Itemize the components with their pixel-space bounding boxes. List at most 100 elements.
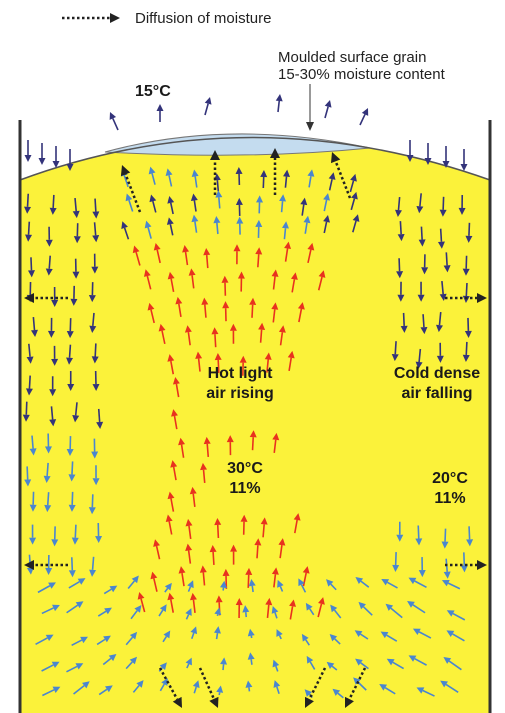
air-arrow (68, 344, 72, 358)
air-arrow (445, 252, 448, 266)
arrow-head (460, 164, 468, 171)
arrow-head (240, 514, 248, 522)
air-arrow (418, 631, 432, 639)
air-arrow (418, 348, 422, 363)
arrow-head (38, 158, 46, 165)
arrow-head (189, 486, 197, 495)
arrow-head (89, 569, 97, 577)
arrow-head (276, 629, 283, 637)
arrow-head (287, 350, 295, 359)
air-arrow (452, 633, 465, 642)
arrow-head (24, 206, 32, 214)
arrow-head (214, 352, 222, 361)
arrow-head (304, 689, 312, 697)
air-arrow (334, 638, 341, 645)
air-arrow (278, 635, 282, 640)
arrow-head (237, 271, 245, 279)
side-moisture: 11% (434, 490, 465, 507)
arrow-head (260, 169, 268, 178)
air-arrow (185, 614, 190, 620)
arrow-head (303, 215, 311, 224)
arrow-head (465, 235, 473, 243)
arrow-head (49, 389, 57, 397)
arrow-head (353, 677, 361, 685)
air-arrow (350, 198, 356, 211)
arrow-head (190, 193, 198, 201)
arrow-head (165, 168, 173, 177)
air-arrow (202, 572, 206, 586)
arrow-head (443, 265, 451, 273)
air-arrow (397, 196, 401, 211)
air-arrow (74, 524, 77, 538)
air-arrow (323, 199, 328, 212)
air-arrow (360, 662, 369, 670)
arrow-head (417, 294, 425, 302)
arrow-head (330, 152, 341, 164)
air-arrow (422, 689, 435, 697)
arrow-head (66, 331, 74, 339)
air-arrow (172, 466, 177, 481)
arrow-head (462, 295, 470, 303)
air-arrow (394, 341, 397, 355)
arrow-head (416, 205, 424, 214)
air-arrow (422, 314, 425, 328)
arrow-head (277, 579, 284, 588)
grain-bulk (20, 137, 490, 713)
arrow-head (215, 190, 223, 198)
air-arrow (412, 604, 426, 614)
arrow-head (192, 680, 200, 689)
air-arrow (386, 634, 398, 642)
air-arrow (445, 683, 459, 693)
air-arrow (146, 275, 152, 290)
air-arrow (274, 612, 278, 619)
arrow-head (226, 435, 234, 443)
arrow-head (92, 478, 100, 486)
arrow-head (400, 325, 408, 333)
air-arrow (293, 519, 298, 534)
air-arrow (74, 402, 78, 416)
arrow-head (27, 270, 35, 278)
arrow-head (164, 582, 172, 591)
arrow-head (464, 330, 472, 338)
air-arrow (262, 524, 265, 538)
air-arrow (112, 118, 119, 131)
air-arrow (279, 586, 284, 592)
arrow-head (24, 560, 34, 570)
arrow-head (415, 538, 423, 546)
arrow-head (68, 570, 76, 578)
arrow-head (91, 356, 99, 364)
air-arrow (46, 462, 49, 477)
arrow-head (290, 272, 298, 280)
arrow-head (415, 361, 423, 369)
arrow-head (256, 195, 264, 203)
side-temperature: 20°C (432, 470, 468, 487)
air-arrow (70, 557, 74, 571)
air-arrow (28, 343, 31, 357)
air-arrow (30, 257, 33, 271)
arrow-head (29, 504, 37, 512)
air-arrow (151, 173, 156, 185)
air-arrow (169, 202, 174, 215)
arrow-head (381, 578, 390, 586)
air-arrow (277, 100, 281, 113)
arrow-head (25, 388, 33, 396)
arrow-head (326, 579, 334, 587)
air-arrow (94, 198, 97, 212)
arrow-head (248, 578, 256, 587)
diffusion-arrow (348, 667, 367, 700)
arrow-head (72, 210, 80, 219)
air-arrow (337, 692, 344, 699)
air-arrow (447, 582, 461, 590)
arrow-head (80, 636, 88, 644)
arrow-head (318, 270, 326, 278)
arrow-head (418, 570, 426, 578)
arrow-head (278, 538, 286, 546)
air-arrow (170, 599, 175, 613)
arrow-head (441, 541, 449, 549)
arrow-head (24, 293, 34, 303)
arrow-head (458, 207, 466, 215)
air-arrow (170, 278, 175, 293)
arrow-head (185, 608, 192, 616)
arrow-head (332, 688, 341, 696)
arrow-head (324, 100, 332, 108)
